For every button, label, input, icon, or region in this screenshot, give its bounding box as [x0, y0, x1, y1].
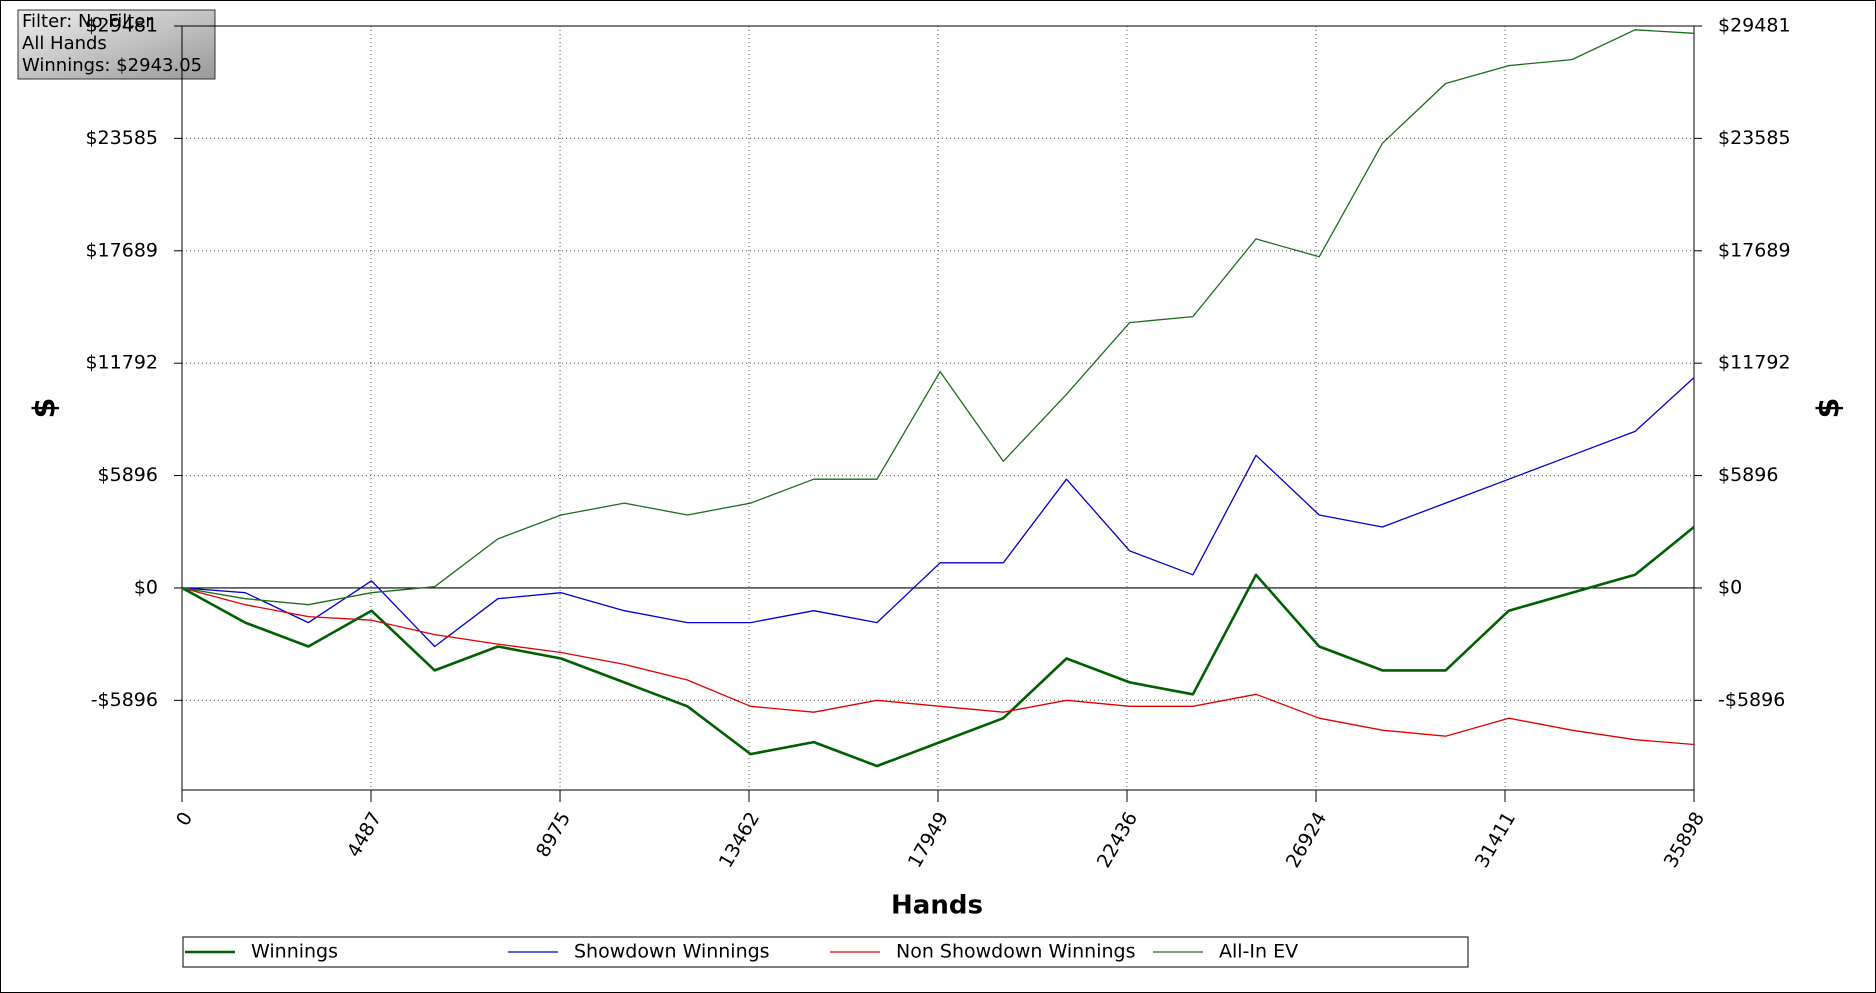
y2-tick-label: $0 [1718, 576, 1742, 598]
y-tick-label: -$5896 [91, 689, 158, 711]
series-line [181, 587, 1695, 746]
y2-tick-label: $5896 [1718, 464, 1778, 486]
y-tick-label: $29481 [85, 15, 158, 37]
series-line [181, 377, 1695, 648]
legend-label: Showdown Winnings [574, 941, 770, 963]
y2-axis-label: $ [1812, 398, 1847, 419]
y-tick-label: $23585 [85, 127, 158, 149]
series-line [181, 29, 1695, 606]
series-line [181, 525, 1695, 768]
info-winnings: Winnings: $2943.05 [22, 55, 202, 76]
y2-tick-label: $29481 [1718, 15, 1791, 37]
y2-tick-label: $23585 [1718, 127, 1791, 149]
y2-tick-label: -$5896 [1718, 689, 1785, 711]
y-tick-label: $0 [134, 576, 158, 598]
y-tick-label: $17689 [85, 239, 158, 261]
info-hands: All Hands [22, 33, 107, 54]
y-axis-label: $ [28, 398, 63, 419]
legend-label: Non Showdown Winnings [896, 941, 1136, 963]
x-axis-label: Hands [891, 891, 983, 921]
y2-tick-label: $17689 [1718, 239, 1791, 261]
y-tick-label: $11792 [85, 352, 158, 374]
legend-label: Winnings [251, 941, 338, 963]
plot-border [181, 25, 1695, 791]
y2-tick-label: $11792 [1718, 352, 1791, 374]
info-filter: Filter: No Filter [22, 11, 153, 32]
legend-label: All-In EV [1219, 941, 1298, 963]
y-tick-label: $5896 [98, 464, 158, 486]
legend [182, 936, 1469, 968]
